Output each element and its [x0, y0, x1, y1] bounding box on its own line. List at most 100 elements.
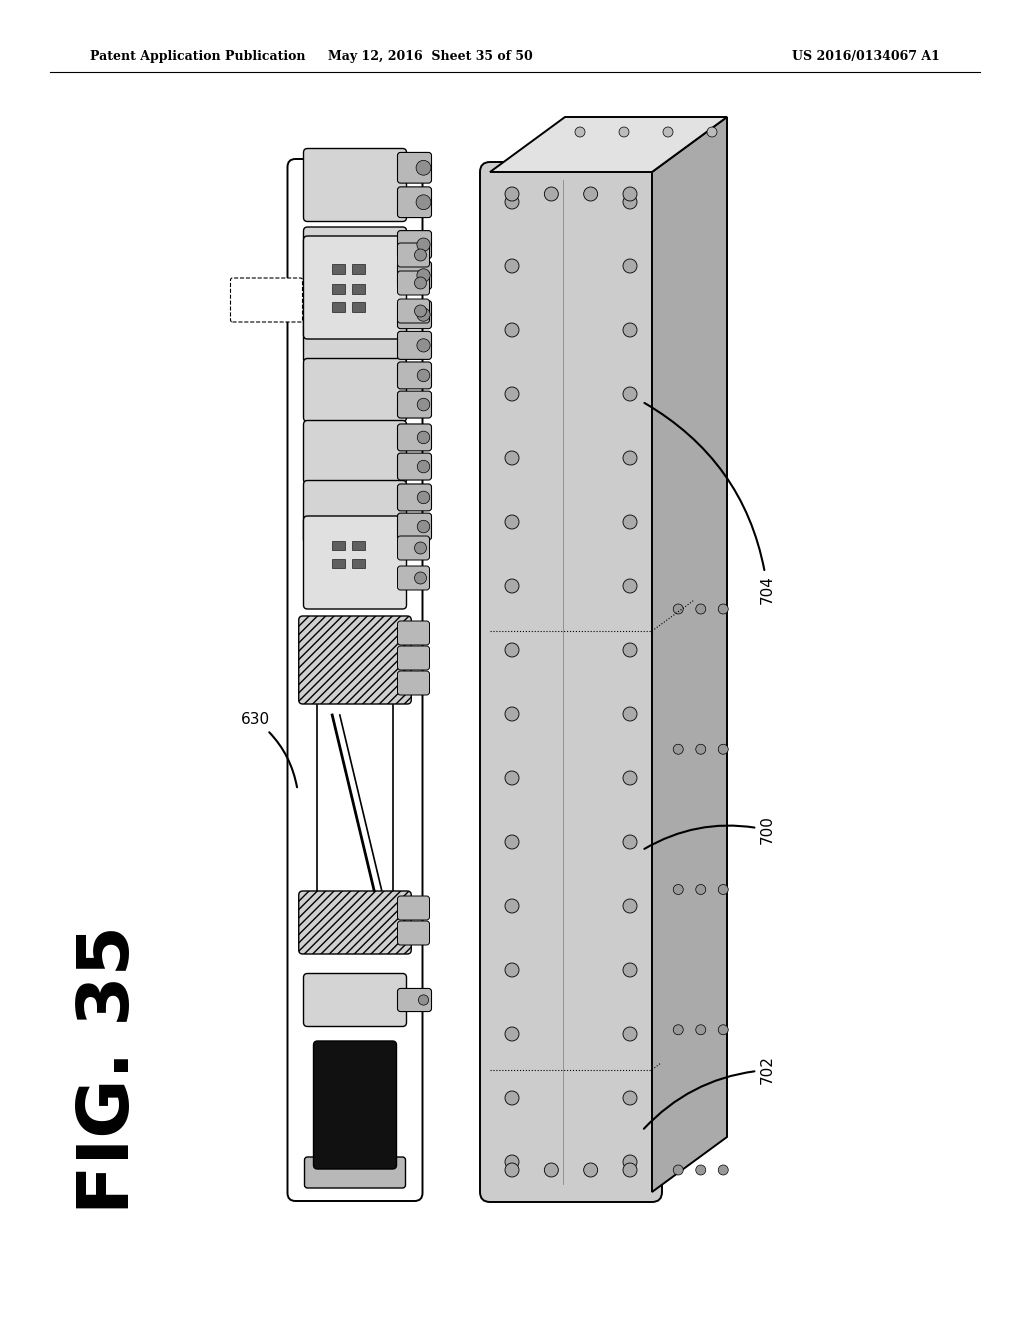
Circle shape [623, 387, 637, 401]
Circle shape [545, 187, 558, 201]
Circle shape [623, 708, 637, 721]
Bar [352, 558, 365, 568]
Circle shape [707, 127, 717, 137]
Bar [352, 540, 365, 549]
Circle shape [505, 964, 519, 977]
Circle shape [623, 259, 637, 273]
FancyBboxPatch shape [303, 297, 407, 363]
Circle shape [623, 1155, 637, 1170]
Circle shape [415, 543, 427, 554]
Text: Patent Application Publication: Patent Application Publication [90, 50, 305, 63]
FancyBboxPatch shape [397, 566, 429, 590]
FancyBboxPatch shape [299, 891, 412, 954]
Text: 704: 704 [644, 403, 775, 605]
Circle shape [718, 884, 728, 895]
Circle shape [417, 432, 430, 444]
Text: 700: 700 [644, 816, 775, 849]
Circle shape [416, 195, 431, 210]
Circle shape [623, 195, 637, 209]
Bar [332, 540, 345, 549]
Circle shape [623, 1163, 637, 1177]
FancyBboxPatch shape [397, 152, 431, 183]
Circle shape [505, 323, 519, 337]
Circle shape [505, 771, 519, 785]
FancyBboxPatch shape [397, 300, 429, 323]
FancyBboxPatch shape [303, 480, 407, 544]
Circle shape [505, 451, 519, 465]
FancyBboxPatch shape [397, 391, 431, 418]
FancyBboxPatch shape [303, 974, 407, 1027]
FancyBboxPatch shape [397, 484, 431, 511]
Circle shape [545, 1163, 558, 1177]
FancyBboxPatch shape [397, 645, 429, 671]
FancyBboxPatch shape [480, 162, 662, 1203]
Circle shape [623, 771, 637, 785]
FancyBboxPatch shape [397, 424, 431, 451]
Circle shape [623, 643, 637, 657]
FancyBboxPatch shape [397, 271, 429, 294]
Bar [352, 301, 365, 312]
Circle shape [505, 387, 519, 401]
Circle shape [623, 964, 637, 977]
FancyBboxPatch shape [303, 227, 407, 293]
FancyBboxPatch shape [397, 536, 429, 560]
FancyBboxPatch shape [397, 921, 429, 945]
Text: 630: 630 [241, 713, 297, 787]
Circle shape [415, 249, 427, 261]
FancyBboxPatch shape [397, 453, 431, 480]
Circle shape [695, 744, 706, 754]
FancyBboxPatch shape [397, 513, 431, 540]
Circle shape [695, 1024, 706, 1035]
FancyBboxPatch shape [397, 331, 431, 359]
Circle shape [673, 1024, 683, 1035]
Circle shape [618, 127, 629, 137]
Polygon shape [652, 117, 727, 1192]
Circle shape [623, 187, 637, 201]
Circle shape [417, 461, 430, 473]
Circle shape [505, 259, 519, 273]
Bar [352, 284, 365, 293]
FancyBboxPatch shape [313, 1041, 396, 1170]
Bar [332, 558, 345, 568]
Circle shape [505, 1155, 519, 1170]
Text: May 12, 2016  Sheet 35 of 50: May 12, 2016 Sheet 35 of 50 [328, 50, 532, 63]
Circle shape [505, 1092, 519, 1105]
Circle shape [623, 451, 637, 465]
FancyBboxPatch shape [397, 896, 429, 920]
Text: US 2016/0134067 A1: US 2016/0134067 A1 [793, 50, 940, 63]
FancyBboxPatch shape [303, 516, 407, 609]
Circle shape [417, 269, 430, 282]
Circle shape [718, 744, 728, 754]
FancyBboxPatch shape [303, 236, 407, 339]
FancyBboxPatch shape [397, 187, 431, 218]
Polygon shape [490, 117, 727, 172]
Circle shape [417, 370, 430, 381]
Circle shape [673, 1166, 683, 1175]
FancyBboxPatch shape [397, 243, 429, 267]
Bar [332, 301, 345, 312]
Circle shape [623, 579, 637, 593]
FancyBboxPatch shape [397, 989, 431, 1011]
Circle shape [417, 238, 430, 251]
Bar [332, 264, 345, 273]
Circle shape [623, 1092, 637, 1105]
FancyBboxPatch shape [299, 616, 412, 704]
Circle shape [695, 605, 706, 614]
Circle shape [416, 160, 431, 176]
Circle shape [417, 491, 430, 504]
Circle shape [584, 1163, 598, 1177]
Circle shape [415, 572, 427, 583]
Circle shape [718, 605, 728, 614]
Circle shape [505, 1027, 519, 1041]
FancyBboxPatch shape [304, 1158, 406, 1188]
FancyBboxPatch shape [397, 362, 431, 389]
Circle shape [417, 308, 430, 321]
Circle shape [673, 605, 683, 614]
Circle shape [505, 643, 519, 657]
FancyBboxPatch shape [230, 279, 302, 322]
Circle shape [623, 515, 637, 529]
Circle shape [623, 899, 637, 913]
FancyBboxPatch shape [303, 421, 407, 483]
Circle shape [415, 277, 427, 289]
Circle shape [584, 187, 598, 201]
